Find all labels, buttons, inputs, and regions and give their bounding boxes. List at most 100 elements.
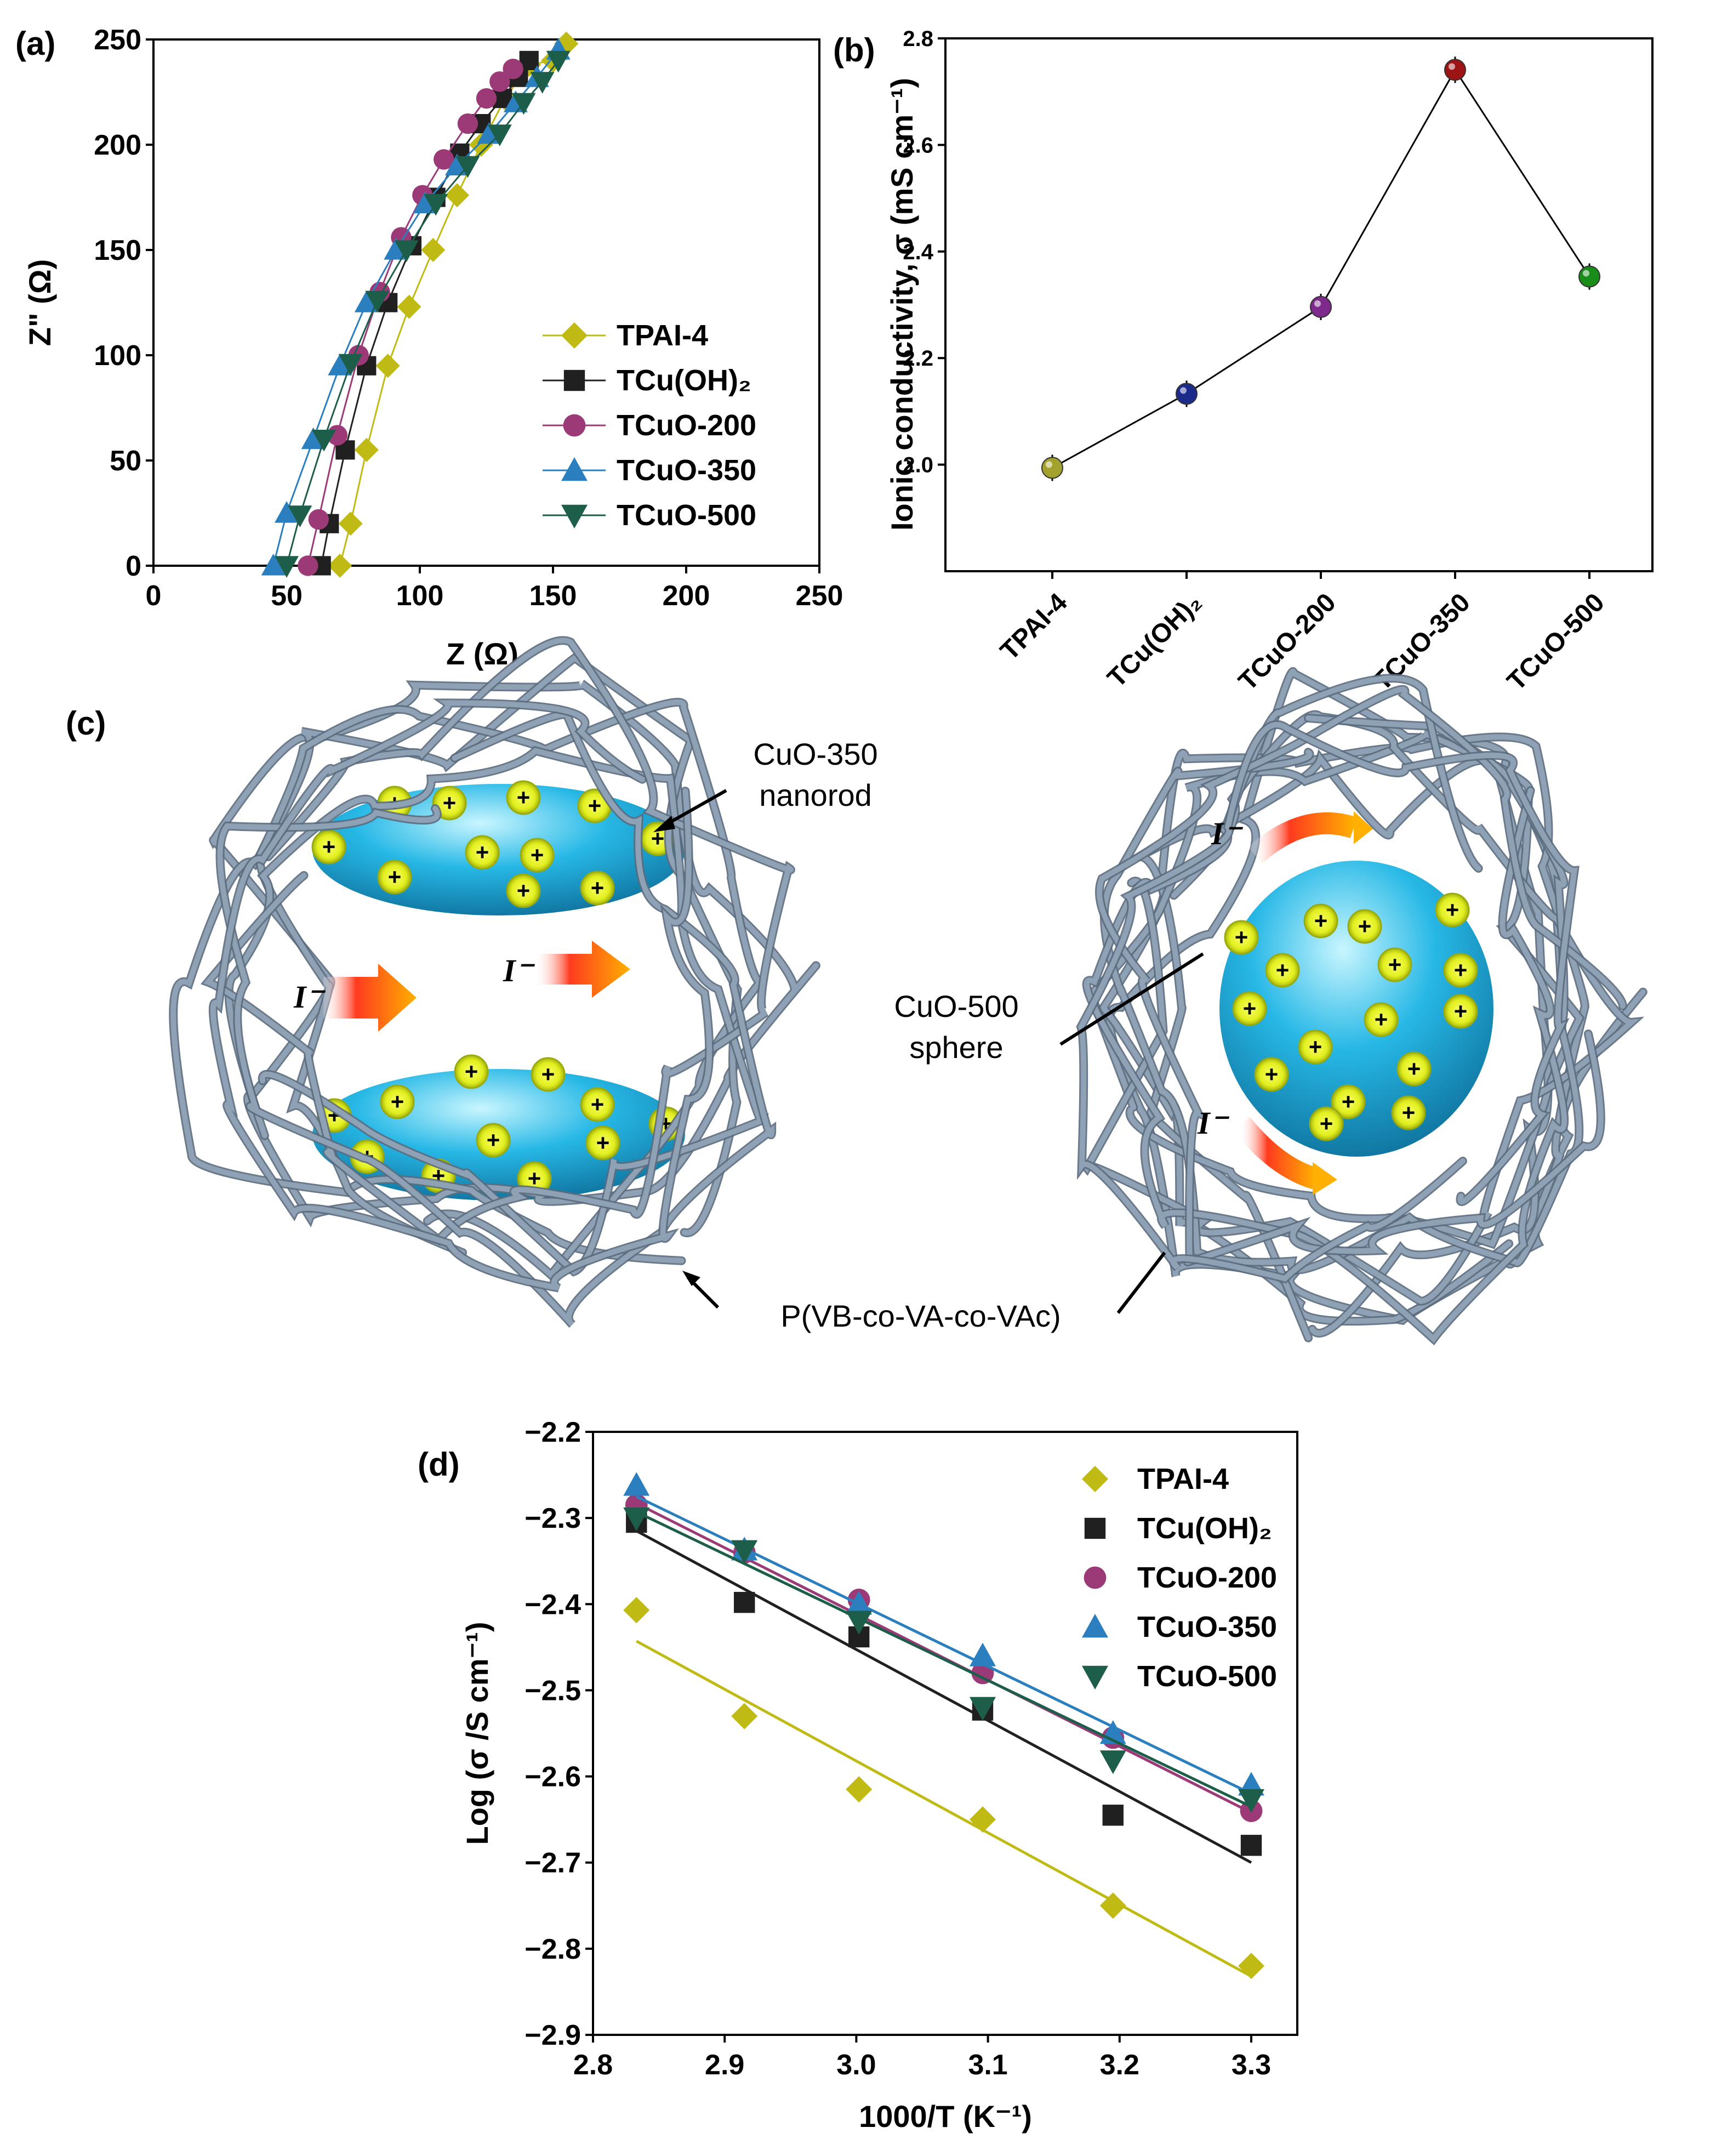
panel-b-label: (b) [833, 32, 875, 69]
data-point [394, 240, 419, 262]
legend-label: TCu(OH)₂ [617, 364, 751, 397]
data-point [354, 437, 379, 462]
panel-d-arrhenius-plot: (d) 2.8 2.9 3.0 3.1 3.2 3.3 −2.2 −2.3 −2.4 −2.5 −2… [418, 1417, 1298, 2134]
iodide-label: I⁻ [293, 979, 326, 1015]
x-tick-label: 3.1 [968, 2049, 1007, 2081]
sphere-positive-sites: + + + + + + + + + + + + + + + + [1224, 892, 1478, 1141]
y-tick-label: 150 [94, 235, 141, 266]
positive-site [1265, 953, 1300, 988]
iodide-label: I⁻ [503, 953, 535, 988]
plus-sign: + [1388, 952, 1402, 977]
positive-site [1224, 920, 1259, 955]
legend-label: TPAI-4 [617, 319, 708, 352]
data-point [623, 1597, 650, 1624]
legend-label: TCuO-500 [1137, 1660, 1277, 1693]
positive-site [1331, 1084, 1366, 1119]
data-point [1041, 457, 1063, 479]
plus-sign: + [1358, 913, 1372, 939]
x-tick-label: 0 [146, 580, 162, 612]
data-point [312, 430, 337, 452]
panel-d-legend: TPAI-4 TCu(OH)₂ TCuO-200 TCuO-350 TCuO-500 [1082, 1463, 1277, 1693]
data-point [969, 1806, 996, 1833]
nanorod-assembly: + + + +++++ ++++++ ++++++++ I⁻ I⁻ CuO-350 nan… [169, 636, 878, 1328]
positive-site [1435, 892, 1470, 928]
fit-line [636, 1529, 1252, 1864]
legend-marker [1082, 1614, 1108, 1638]
y-tick-label: −2.4 [525, 1589, 581, 1620]
plus-sign: + [1276, 957, 1290, 983]
positive-site [1298, 1029, 1333, 1065]
positive-site [311, 829, 346, 864]
plus-sign: + [517, 784, 531, 810]
sphere-label-1: CuO-500 [894, 989, 1018, 1023]
y-tick-label: −2.6 [525, 1761, 581, 1793]
panel-d-label: (d) [418, 1446, 460, 1483]
iodide-label: I⁻ [1197, 1105, 1230, 1141]
data-point [455, 156, 480, 178]
data-point [731, 1540, 758, 1564]
plus-sign: + [591, 875, 605, 901]
panel-a-legend: TPAI-4 TCu(OH)₂ TCuO-200 TCuO-350 TCuO-500 [543, 319, 756, 532]
data-point [1444, 59, 1466, 81]
panel-d-xlabel: 1000/T (K⁻¹) [859, 2099, 1032, 2134]
x-tick-label: 200 [663, 580, 710, 612]
positive-site [580, 1087, 615, 1122]
polymer-coil-left [169, 636, 820, 1328]
plus-sign: + [517, 878, 531, 903]
y-tick-label: 200 [94, 129, 141, 161]
legend-label: TCuO-200 [1137, 1561, 1277, 1594]
panel-c-label: (c) [66, 705, 106, 742]
data-point [846, 1776, 873, 1803]
x-tick-label: 50 [271, 580, 303, 612]
iodide-arrow-right-2: I⁻ [1197, 1105, 1337, 1195]
data-point [275, 556, 299, 578]
x-tick-label: 100 [396, 580, 444, 612]
legend-marker [563, 369, 585, 391]
data-point [554, 31, 579, 56]
panel-a-ylabel: Z" (Ω) [22, 259, 57, 346]
cuo-sphere [1219, 861, 1493, 1157]
data-point [328, 354, 352, 376]
panel-a-label: (a) [15, 25, 55, 62]
plus-sign: + [1243, 995, 1257, 1021]
y-tick-label: 250 [94, 24, 141, 56]
data-point [1238, 1789, 1264, 1813]
data-point [354, 291, 379, 312]
data-point [503, 59, 523, 79]
data-point [421, 238, 446, 262]
legend-marker [1082, 1665, 1108, 1689]
iodide-arrow-left-2: I⁻ [503, 941, 630, 998]
polymer-strand [210, 700, 712, 1291]
data-point [338, 354, 363, 376]
plus-sign: + [1265, 1061, 1279, 1087]
plus-sign: + [1314, 908, 1328, 934]
panel-d-ticks: 2.8 2.9 3.0 3.1 3.2 3.3 −2.2 −2.3 −2.4 −2.5 −2.6 −2… [525, 1417, 1271, 2081]
plus-sign: + [1235, 924, 1248, 950]
data-point [413, 191, 437, 214]
x-tick-label: 3.0 [836, 2049, 876, 2081]
data-point [1238, 1953, 1264, 1979]
plus-sign: + [596, 1130, 610, 1156]
legend-marker [563, 414, 586, 437]
category-label: TCuO-500 [1502, 588, 1610, 696]
data-point [445, 183, 470, 208]
plus-sign: + [531, 842, 544, 868]
data-point [846, 1611, 873, 1635]
panel-a-ticks: 0 50 100 150 200 250 0 50 100 150 200 250 [94, 24, 843, 612]
nanorod-pointer-head [653, 816, 675, 832]
sphere-label-2: sphere [909, 1030, 1003, 1065]
panel-b-frame [944, 37, 1654, 572]
legend-marker [561, 504, 588, 528]
panel-d-series [623, 1472, 1264, 1979]
plus-sign: + [487, 1127, 500, 1153]
positive-site [520, 838, 555, 873]
polymer-coil-right [1076, 667, 1647, 1346]
y-tick-label: 2.2 [903, 346, 933, 371]
plus-sign: + [443, 790, 457, 816]
data-point [365, 291, 390, 313]
legend-label: TCu(OH)₂ [1137, 1512, 1272, 1545]
legend-marker [1082, 1466, 1108, 1492]
x-tick-label: 2.9 [705, 2049, 744, 2081]
plus-sign: + [388, 864, 402, 890]
